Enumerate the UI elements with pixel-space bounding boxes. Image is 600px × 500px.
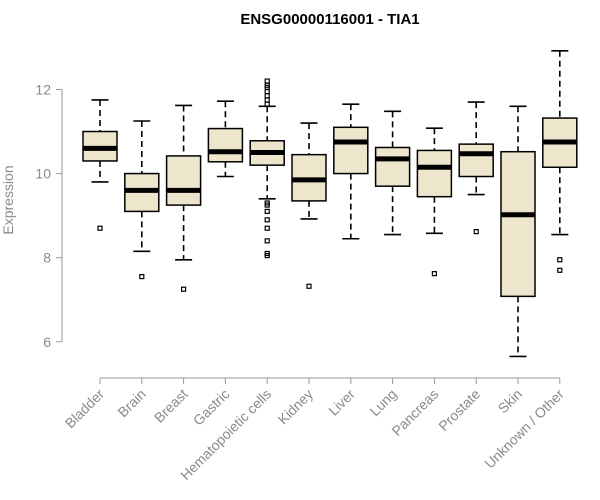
y-tick-label: 8 <box>43 250 51 266</box>
box-prostate <box>458 101 494 235</box>
outlier-point <box>264 217 270 223</box>
outlier-point <box>264 200 270 206</box>
outlier-point <box>264 93 270 99</box>
box-body <box>333 126 369 175</box>
x-tick-label: Liver <box>325 386 358 419</box>
outlier-point <box>139 273 145 280</box>
outlier-point <box>264 97 270 103</box>
box-hematopoietic-cells <box>249 78 285 259</box>
box-body <box>374 146 411 187</box>
outlier-point <box>557 257 563 263</box>
x-tick-label: Prostate <box>435 386 483 434</box>
box-kidney <box>291 122 327 289</box>
outlier-point <box>264 238 270 244</box>
box-gastric <box>207 100 244 178</box>
box-brain <box>124 120 160 280</box>
y-tick-label: 6 <box>43 334 51 350</box>
x-tick-label: Lung <box>366 386 399 419</box>
x-tick-label: Brain <box>114 386 148 420</box>
box-body <box>416 149 453 198</box>
chart-title: ENSG00000116001 - TIA1 <box>240 11 419 28</box>
x-tick-label: Unknown / Other <box>481 386 567 472</box>
x-tick-label: Breast <box>151 386 191 426</box>
outlier-point <box>264 250 270 257</box>
box-unknown-other <box>542 49 578 273</box>
y-tick-label: 12 <box>35 81 51 97</box>
box-body <box>165 155 202 206</box>
outlier-point <box>473 228 479 235</box>
box-skin <box>500 105 536 358</box>
x-tick-label: Kidney <box>275 386 317 428</box>
box-breast <box>165 104 202 292</box>
outlier-point <box>431 271 437 277</box>
x-tick-label: Skin <box>495 386 526 417</box>
outlier-point <box>557 267 563 273</box>
y-tick-label: 10 <box>35 166 51 182</box>
boxes <box>82 49 578 358</box>
box-pancreas <box>416 127 453 277</box>
x-tick-label: Bladder <box>62 386 108 432</box>
box-body <box>500 150 536 298</box>
box-liver <box>333 103 369 240</box>
box-body <box>458 143 494 178</box>
outlier-point <box>264 78 270 84</box>
axes: 6 8 10 12 <box>35 81 561 384</box>
box-body <box>207 127 244 163</box>
outlier-point <box>264 88 270 95</box>
outlier-point <box>264 101 270 107</box>
outlier-point <box>97 225 103 231</box>
box-lung <box>374 110 411 236</box>
outlier-point <box>264 225 270 231</box>
y-axis-label: Expression <box>0 165 16 234</box>
box-bladder <box>82 99 118 231</box>
outlier-point <box>181 286 187 292</box>
outlier-point <box>264 208 270 215</box>
outlier-point <box>306 283 312 289</box>
